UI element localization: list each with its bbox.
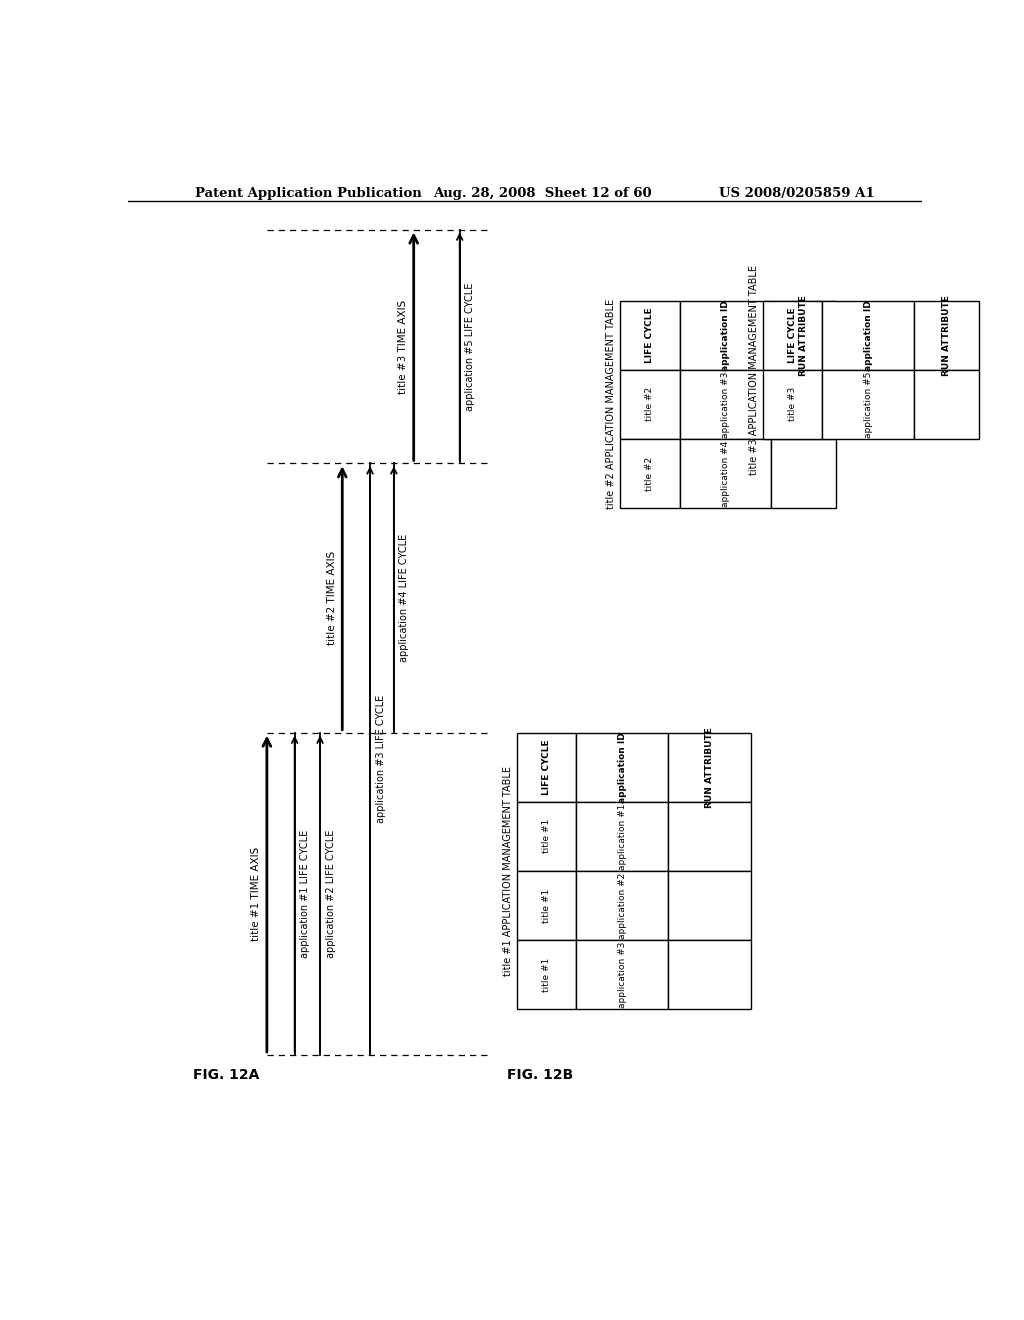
Bar	[822, 370, 913, 440]
Text: FIG. 12B: FIG. 12B	[507, 1068, 573, 1082]
Text: application #3 LIFE CYCLE: application #3 LIFE CYCLE	[376, 694, 386, 824]
Bar	[771, 440, 836, 508]
Text: title #3: title #3	[788, 387, 797, 421]
Text: Aug. 28, 2008  Sheet 12 of 60: Aug. 28, 2008 Sheet 12 of 60	[433, 187, 652, 199]
Bar	[620, 440, 680, 508]
Bar	[680, 440, 771, 508]
Bar	[822, 301, 913, 370]
Text: application #4: application #4	[721, 441, 730, 507]
Text: application ID: application ID	[721, 300, 730, 371]
Text: RUN ATTRIBUTE: RUN ATTRIBUTE	[705, 727, 714, 808]
Text: RUN ATTRIBUTE: RUN ATTRIBUTE	[799, 294, 808, 376]
Text: FIG. 12A: FIG. 12A	[194, 1068, 259, 1082]
Text: title #2: title #2	[645, 457, 654, 491]
Bar	[771, 301, 836, 370]
Bar	[680, 370, 771, 440]
Text: RUN ATTRIBUTE: RUN ATTRIBUTE	[942, 294, 950, 376]
Text: application #2 LIFE CYCLE: application #2 LIFE CYCLE	[326, 829, 336, 958]
Bar	[577, 733, 668, 801]
Bar	[668, 871, 751, 940]
Text: application ID: application ID	[617, 731, 627, 803]
Text: title #3 APPLICATION MANAGEMENT TABLE: title #3 APPLICATION MANAGEMENT TABLE	[749, 265, 759, 475]
Text: application ID: application ID	[863, 300, 872, 371]
Bar	[517, 871, 577, 940]
Bar	[913, 370, 979, 440]
Bar	[577, 940, 668, 1008]
Bar	[577, 871, 668, 940]
Text: application #3: application #3	[721, 371, 730, 437]
Text: US 2008/0205859 A1: US 2008/0205859 A1	[719, 187, 874, 199]
Bar	[771, 370, 836, 440]
Text: title #2 TIME AXIS: title #2 TIME AXIS	[327, 550, 337, 645]
Bar	[668, 940, 751, 1008]
Text: title #3 TIME AXIS: title #3 TIME AXIS	[398, 300, 409, 393]
Text: application #2: application #2	[617, 873, 627, 939]
Text: title #2 APPLICATION MANAGEMENT TABLE: title #2 APPLICATION MANAGEMENT TABLE	[606, 300, 616, 510]
Text: title #2: title #2	[645, 387, 654, 421]
Bar	[680, 301, 771, 370]
Text: title #1 TIME AXIS: title #1 TIME AXIS	[251, 846, 261, 941]
Text: title #1: title #1	[542, 820, 551, 854]
Text: application #5: application #5	[863, 371, 872, 437]
Text: title #1: title #1	[542, 888, 551, 923]
Bar	[763, 301, 822, 370]
Text: title #1 APPLICATION MANAGEMENT TABLE: title #1 APPLICATION MANAGEMENT TABLE	[503, 766, 513, 975]
Bar	[913, 301, 979, 370]
Bar	[763, 370, 822, 440]
Bar	[668, 801, 751, 871]
Text: application #5 LIFE CYCLE: application #5 LIFE CYCLE	[465, 282, 475, 411]
Text: title #1: title #1	[542, 957, 551, 991]
Bar	[577, 801, 668, 871]
Text: LIFE CYCLE: LIFE CYCLE	[788, 308, 797, 363]
Bar	[620, 370, 680, 440]
Text: application #4 LIFE CYCLE: application #4 LIFE CYCLE	[399, 533, 410, 663]
Text: application #1: application #1	[617, 803, 627, 870]
Text: application #3: application #3	[617, 941, 627, 1007]
Text: LIFE CYCLE: LIFE CYCLE	[645, 308, 654, 363]
Bar	[668, 733, 751, 801]
Bar	[517, 801, 577, 871]
Text: application #1 LIFE CYCLE: application #1 LIFE CYCLE	[300, 830, 310, 958]
Bar	[517, 940, 577, 1008]
Bar	[620, 301, 680, 370]
Text: LIFE CYCLE: LIFE CYCLE	[542, 739, 551, 795]
Text: Patent Application Publication: Patent Application Publication	[196, 187, 422, 199]
Bar	[517, 733, 577, 801]
